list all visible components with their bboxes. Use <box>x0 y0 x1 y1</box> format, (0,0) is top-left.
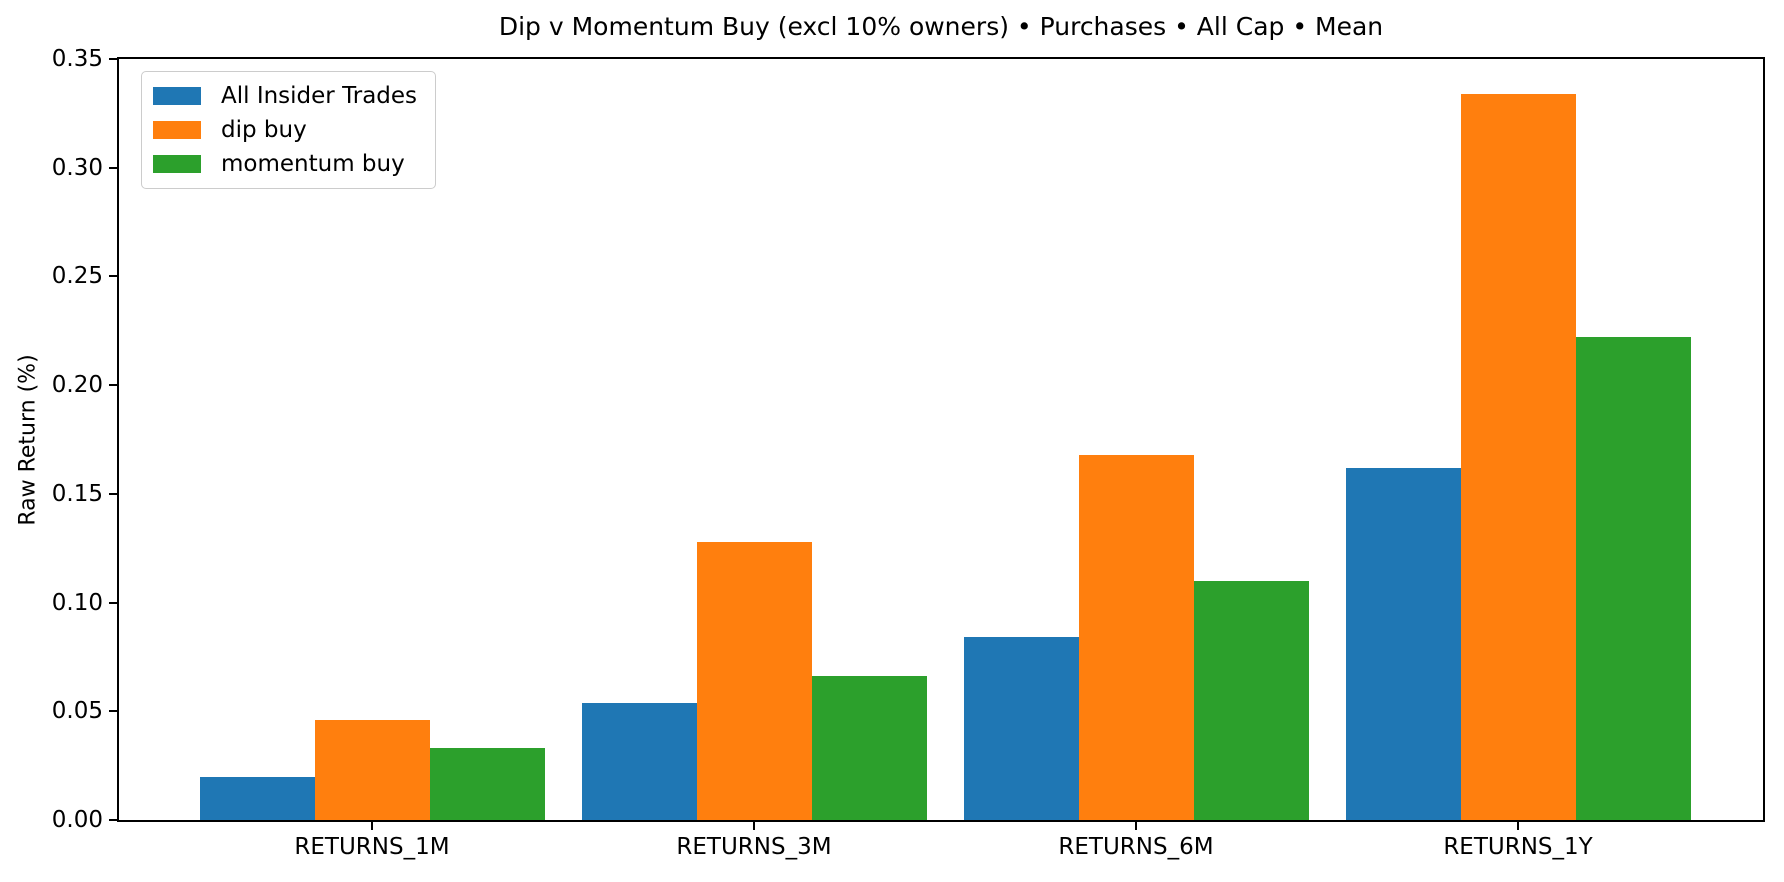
x-tick-mark <box>371 822 373 830</box>
legend: All Insider Trades dip buy momentum buy <box>141 71 437 189</box>
y-tick-mark <box>109 493 117 495</box>
y-tick-label: 0.00 <box>51 807 103 833</box>
legend-swatch-momentum-buy <box>153 155 201 173</box>
y-tick-mark <box>109 167 117 169</box>
bar-returns_1m-series-0 <box>200 777 315 820</box>
y-tick-label: 0.35 <box>51 46 103 72</box>
y-tick-label: 0.10 <box>51 590 103 616</box>
bar-returns_1m-series-2 <box>430 748 545 820</box>
legend-label-all-insider-trades: All Insider Trades <box>221 83 418 109</box>
plot-area <box>109 57 1765 830</box>
legend-item-dip-buy: dip buy <box>153 115 417 145</box>
bar-returns_3m-series-0 <box>582 703 697 820</box>
x-tick-label: RETURNS_1Y <box>1443 834 1593 860</box>
legend-swatch-dip-buy <box>153 121 201 139</box>
legend-label-momentum-buy: momentum buy <box>221 151 405 177</box>
y-tick-label: 0.20 <box>51 372 103 398</box>
bar-returns_3m-series-2 <box>812 676 927 820</box>
y-tick-mark <box>109 819 117 821</box>
x-tick-mark <box>1517 822 1519 830</box>
y-tick-mark <box>109 602 117 604</box>
bar-returns_6m-series-0 <box>964 637 1079 820</box>
bar-returns_6m-series-2 <box>1194 581 1309 820</box>
bar-returns_3m-series-1 <box>697 542 812 820</box>
x-tick-label: RETURNS_6M <box>1058 834 1214 860</box>
chart-title: Dip v Momentum Buy (excl 10% owners) • P… <box>498 12 1384 41</box>
legend-label-dip-buy: dip buy <box>221 117 307 143</box>
legend-swatch-all-insider-trades <box>153 87 201 105</box>
bar-returns_1m-series-1 <box>315 720 430 820</box>
x-tick-label: RETURNS_3M <box>676 834 832 860</box>
x-tick-label: RETURNS_1M <box>294 834 450 860</box>
legend-item-all-insider-trades: All Insider Trades <box>153 81 417 111</box>
bar-returns_1y-series-2 <box>1576 337 1691 820</box>
y-tick-mark <box>109 384 117 386</box>
y-tick-mark <box>109 58 117 60</box>
y-tick-label: 0.25 <box>51 263 103 289</box>
bar-returns_6m-series-1 <box>1079 455 1194 820</box>
y-tick-label: 0.30 <box>51 155 103 181</box>
legend-item-momentum-buy: momentum buy <box>153 149 417 179</box>
bar-returns_1y-series-0 <box>1346 468 1461 820</box>
y-tick-mark <box>109 275 117 277</box>
x-tick-mark <box>1135 822 1137 830</box>
y-tick-label: 0.05 <box>51 698 103 724</box>
bar-returns_1y-series-1 <box>1461 94 1576 820</box>
y-tick-label: 0.15 <box>51 481 103 507</box>
y-tick-mark <box>109 710 117 712</box>
x-tick-mark <box>753 822 755 830</box>
